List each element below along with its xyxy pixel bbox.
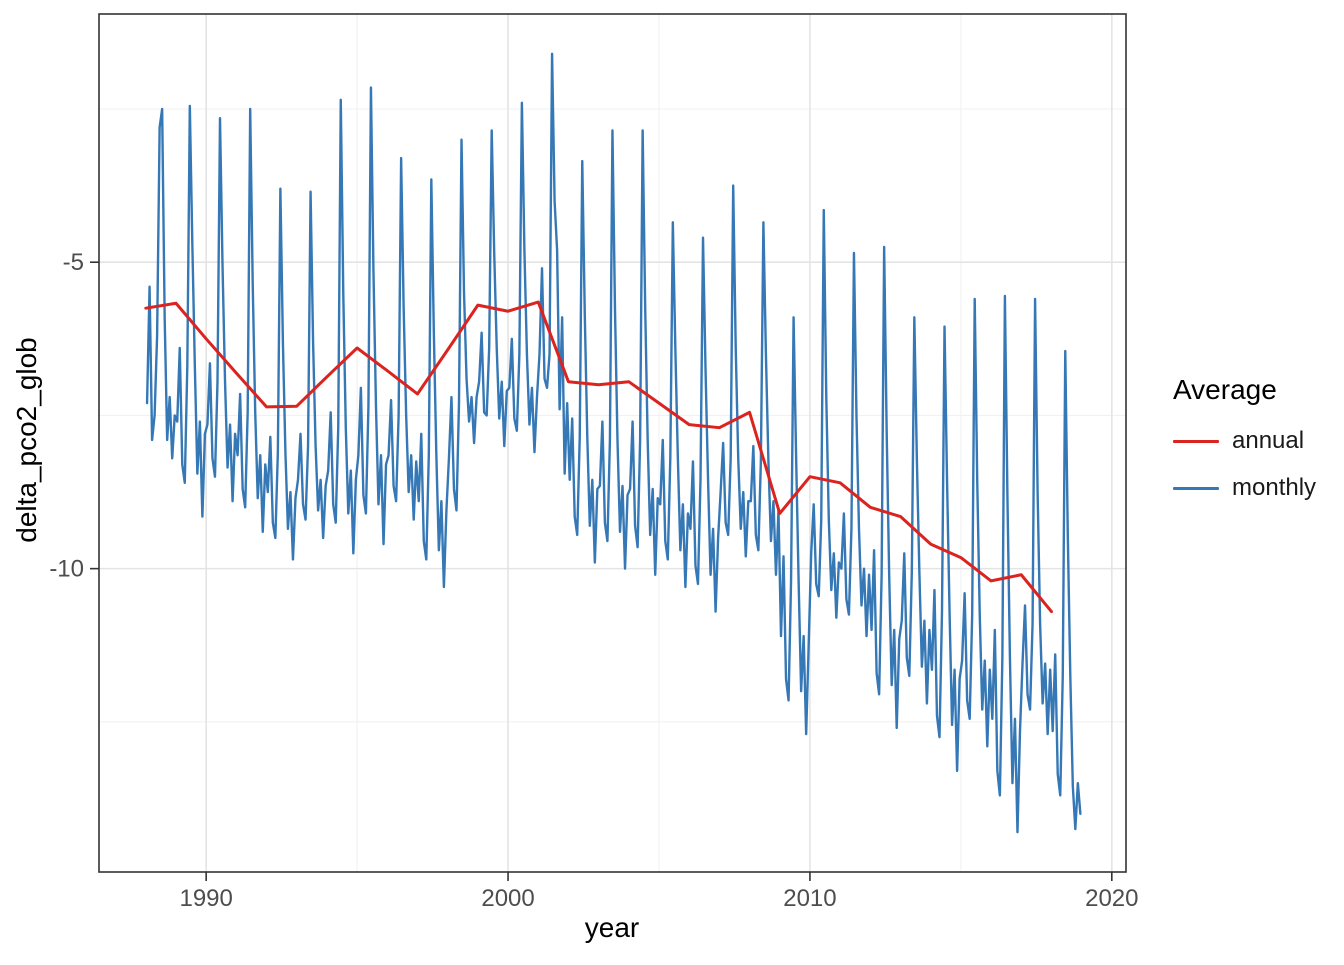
monthly-line-key-icon	[1173, 486, 1219, 490]
legend-entry-monthly: monthly	[1173, 473, 1316, 503]
legend-title: Average	[1173, 374, 1277, 405]
annual-line-key-icon	[1173, 439, 1219, 443]
x-tick-label: 2020	[1085, 885, 1138, 912]
panel-border	[98, 13, 1127, 873]
axis-ticks	[90, 261, 1113, 881]
x-axis-title: year	[584, 912, 640, 943]
legend-entry-annual: annual	[1173, 426, 1316, 456]
x-tick-labels: 1990 2000 2010 2020	[179, 885, 1138, 912]
annual-line	[144, 300, 1053, 614]
major-gridlines	[99, 14, 1126, 872]
x-tick-label: 1990	[179, 885, 232, 912]
minor-gridlines	[99, 14, 1126, 872]
legend-label-monthly: monthly	[1232, 474, 1317, 501]
monthly-polyline	[145, 52, 1082, 834]
y-tick-label: -10	[49, 556, 84, 583]
legend: Average annual monthly	[1173, 374, 1316, 520]
x-tick-label: 2010	[783, 885, 836, 912]
legend-label-annual: annual	[1232, 427, 1305, 454]
x-tick-label: 2000	[481, 885, 534, 912]
monthly-line	[145, 52, 1082, 834]
annual-polyline	[144, 300, 1053, 614]
y-tick-labels: -5 -10	[49, 249, 84, 582]
y-axis-title: delta_pco2_glob	[11, 337, 42, 543]
y-tick-label: -5	[63, 249, 84, 276]
